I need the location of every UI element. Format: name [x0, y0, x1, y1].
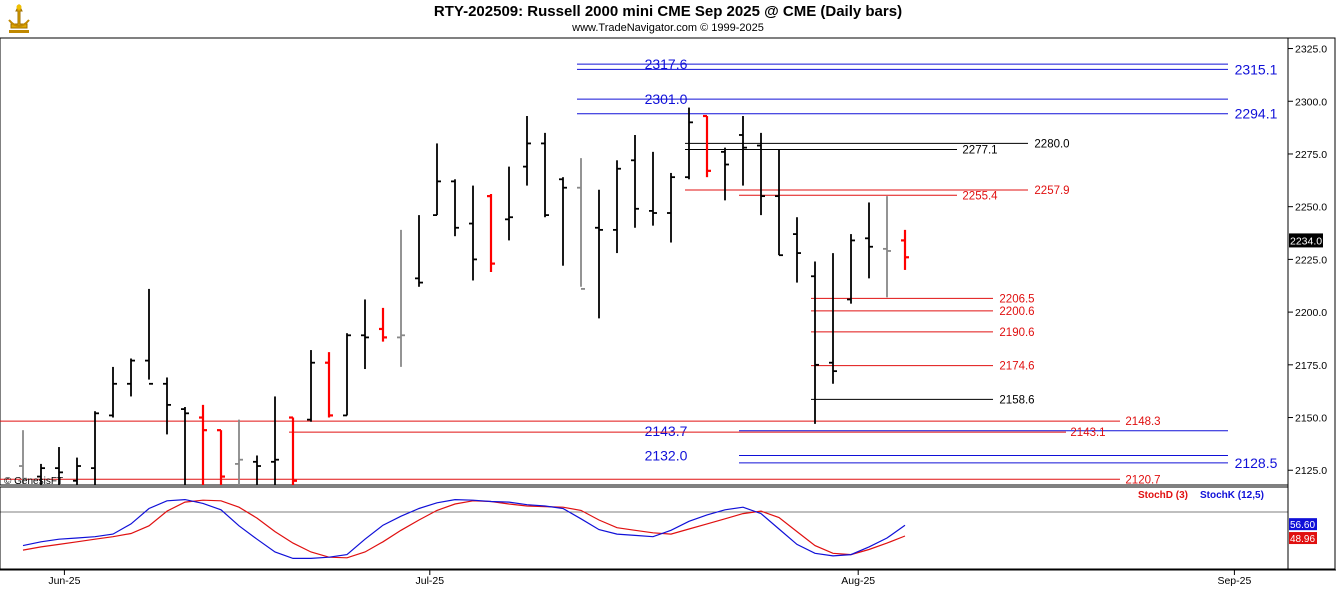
y-tick-label: 2150.0	[1295, 413, 1327, 425]
last-price-box	[1289, 233, 1323, 248]
y-tick-label: 2250.0	[1295, 202, 1327, 214]
price-level-label: 2132.0	[645, 447, 688, 463]
stochastic-panel-frame	[0, 486, 1289, 570]
y-tick-label: 2325.0	[1295, 44, 1327, 56]
x-tick-label: Aug-25	[841, 575, 875, 587]
price-level-label: 2174.6	[999, 361, 1034, 373]
price-level-label: 2301.0	[645, 91, 688, 107]
price-level-label: 2315.1	[1235, 61, 1278, 77]
y-tick-label: 2275.0	[1295, 149, 1327, 161]
price-level-label: 2277.1	[962, 145, 997, 157]
stoch-d-value: 48.96	[1290, 534, 1315, 545]
stoch-k-value-box	[1289, 518, 1317, 531]
stoch-k-value: 56.60	[1290, 520, 1315, 531]
price-level-label: 2257.9	[1034, 185, 1069, 197]
price-level-label: 2143.7	[645, 423, 688, 439]
y-tick-label: 2225.0	[1295, 254, 1327, 266]
price-level-label: 2280.0	[1034, 138, 1069, 150]
x-tick-label: Jul-25	[415, 575, 444, 587]
price-level-label: 2294.1	[1235, 106, 1278, 122]
price-level-label: 2255.4	[962, 190, 998, 202]
stoch-d-value-box	[1289, 532, 1317, 545]
price-level-label: 2148.3	[1125, 416, 1160, 428]
stoch-series-line	[22, 499, 906, 559]
x-tick-label: Sep-25	[1217, 575, 1251, 587]
chart-title: RTY-202509: Russell 2000 mini CME Sep 20…	[433, 3, 903, 20]
price-level-label: 2317.6	[645, 56, 688, 72]
stoch-legend-k: StochK (12,5)	[1200, 490, 1264, 501]
y-axis-frame	[1287, 37, 1336, 570]
y-tick-label: 2300.0	[1295, 96, 1327, 108]
chart-subtitle: www.TradeNavigator.com © 1999-2025	[572, 22, 764, 34]
y-tick-label: 2200.0	[1295, 307, 1327, 319]
price-level-label: 2190.6	[999, 327, 1034, 339]
price-level-label: 2128.5	[1235, 455, 1278, 471]
price-level-label: 2200.6	[999, 306, 1034, 318]
x-tick-label: Jun-25	[48, 575, 80, 587]
price-panel-frame	[0, 37, 1289, 486]
price-level-label: 2143.1	[1070, 427, 1105, 439]
y-tick-label: 2125.0	[1295, 465, 1327, 477]
watermark-text: © GenesisFT	[4, 476, 63, 487]
stoch-legend-d: StochD (3)	[1138, 490, 1188, 501]
price-level-label: 2158.6	[999, 394, 1034, 406]
trade-navigator-logo-icon	[3, 2, 35, 36]
price-level-label: 2120.7	[1125, 474, 1160, 486]
stoch-series-line	[22, 498, 906, 560]
last-price-label: 2234.0	[1290, 235, 1322, 247]
price-level-label: 2206.5	[999, 293, 1034, 305]
y-tick-label: 2175.0	[1295, 360, 1327, 372]
